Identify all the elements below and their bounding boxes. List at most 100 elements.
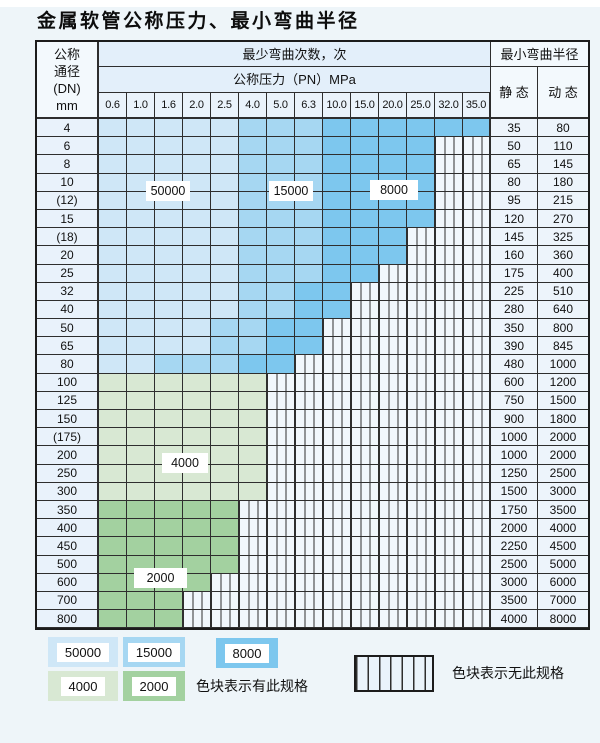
spec-cell <box>463 391 491 410</box>
spec-cell <box>407 482 435 501</box>
spec-cell <box>155 591 183 611</box>
spec-cell <box>239 355 267 374</box>
static-value-cell: 1750 <box>491 500 538 520</box>
spec-cell <box>407 246 435 265</box>
spec-cell <box>463 155 491 174</box>
spec-cell <box>99 209 127 229</box>
spec-cell <box>407 464 435 483</box>
spec-cell <box>183 155 211 174</box>
static-value-cell: 900 <box>491 410 538 429</box>
static-value-cell: 50 <box>491 137 538 156</box>
static-value-cell: 390 <box>491 337 538 356</box>
corner-header-line: mm <box>56 97 78 113</box>
spec-cell <box>323 555 351 574</box>
spec-cell <box>435 500 463 520</box>
spec-cell <box>127 209 155 229</box>
spec-cell <box>379 137 407 156</box>
spec-cell <box>211 337 239 356</box>
dn-cell: (12) <box>37 191 99 210</box>
spec-cell <box>435 228 463 247</box>
spec-cell <box>323 173 351 192</box>
spec-cell <box>351 537 379 556</box>
dn-cell: 500 <box>37 555 99 574</box>
spec-cell <box>99 428 127 447</box>
spec-cell <box>267 391 295 410</box>
spec-cell <box>295 264 323 283</box>
spec-cell <box>99 464 127 483</box>
spec-cell <box>99 355 127 374</box>
spec-cell <box>239 264 267 283</box>
spec-cell <box>155 610 183 629</box>
spec-cell <box>267 610 295 629</box>
spec-cell <box>127 155 155 174</box>
spec-cell <box>463 119 491 138</box>
spec-cell <box>463 446 491 465</box>
spec-cell <box>155 410 183 429</box>
spec-cell <box>211 391 239 410</box>
spec-cell <box>379 337 407 356</box>
spec-cell <box>295 573 323 592</box>
spec-cell <box>379 537 407 556</box>
spec-cell <box>127 410 155 429</box>
pressure-header-15.0: 15.0 <box>351 93 379 119</box>
corner-header-dn: 公称 通径 (DN) mm <box>37 42 99 119</box>
spec-cell <box>379 373 407 392</box>
static-value-cell: 480 <box>491 355 538 374</box>
spec-cell <box>267 137 295 156</box>
spec-cell <box>99 482 127 501</box>
spec-cell <box>379 464 407 483</box>
spec-cell <box>267 555 295 574</box>
spec-cell <box>239 119 267 138</box>
spec-cell <box>463 228 491 247</box>
spec-cell <box>323 537 351 556</box>
dn-cell: 20 <box>37 246 99 265</box>
static-value-cell: 2250 <box>491 537 538 556</box>
spec-cell <box>435 137 463 156</box>
spec-cell <box>239 319 267 338</box>
spec-cell <box>379 246 407 265</box>
spec-cell <box>323 573 351 592</box>
spec-cell <box>463 246 491 265</box>
spec-cell <box>127 500 155 520</box>
spec-cell <box>267 282 295 301</box>
spec-cell <box>211 155 239 174</box>
spec-cell <box>183 264 211 283</box>
spec-cell <box>183 610 211 629</box>
spec-cell <box>407 555 435 574</box>
dn-cell: 400 <box>37 519 99 538</box>
static-header: 静 态 <box>491 67 538 119</box>
static-value-cell: 35 <box>491 119 538 138</box>
zone-label-50000: 50000 <box>146 181 190 201</box>
spec-cell <box>99 373 127 392</box>
spec-cell <box>155 355 183 374</box>
spec-cell <box>239 155 267 174</box>
dynamic-header: 动 态 <box>538 67 588 119</box>
spec-cell <box>295 319 323 338</box>
dn-cell: 25 <box>37 264 99 283</box>
bend-times-header: 最少弯曲次数，次 <box>99 42 491 67</box>
spec-cell <box>351 155 379 174</box>
spec-cell <box>155 373 183 392</box>
spec-cell <box>267 464 295 483</box>
spec-cell <box>463 137 491 156</box>
page-title: 金属软管公称压力、最小弯曲半径 <box>37 10 360 32</box>
spec-cell <box>351 355 379 374</box>
spec-cell <box>323 591 351 611</box>
spec-cell <box>379 555 407 574</box>
spec-cell <box>407 373 435 392</box>
spec-cell <box>407 355 435 374</box>
pressure-header-2.5: 2.5 <box>211 93 239 119</box>
spec-cell <box>323 391 351 410</box>
spec-cell <box>407 446 435 465</box>
spec-cell <box>435 282 463 301</box>
spec-cell <box>407 300 435 320</box>
dn-cell: 40 <box>37 300 99 320</box>
spec-cell <box>183 519 211 538</box>
spec-cell <box>239 137 267 156</box>
spec-cell <box>323 319 351 338</box>
spec-cell <box>435 446 463 465</box>
static-value-cell: 175 <box>491 264 538 283</box>
pressure-header-20.0: 20.0 <box>379 93 407 119</box>
spec-cell <box>267 337 295 356</box>
spec-cell <box>267 373 295 392</box>
